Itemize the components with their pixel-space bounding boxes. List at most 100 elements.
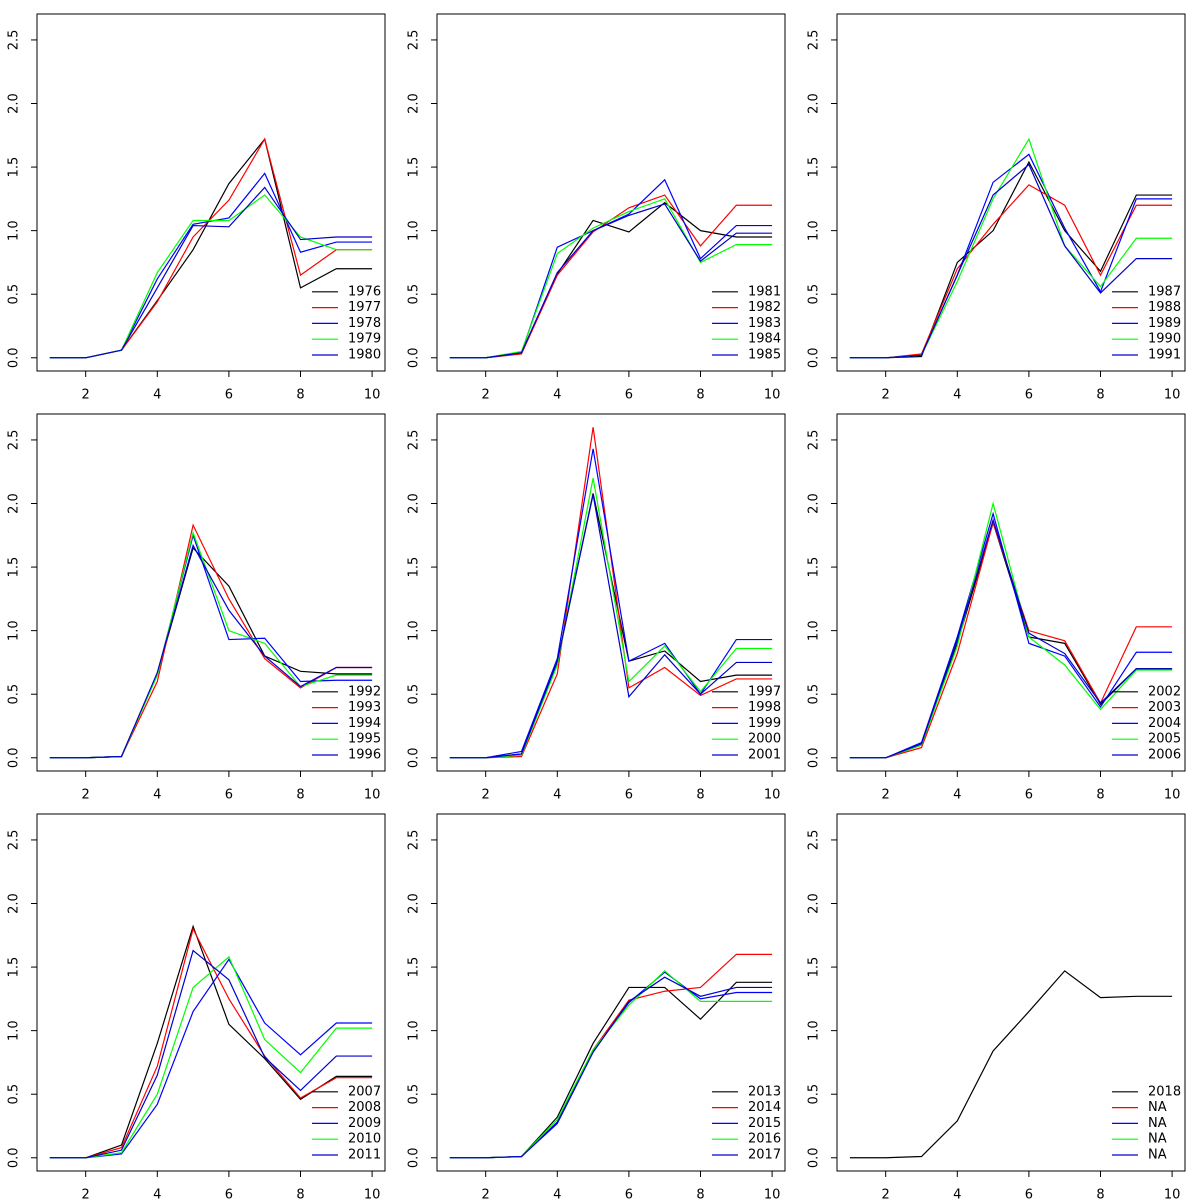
x-tick-label: 6 — [625, 1188, 633, 1200]
x-tick-label: 6 — [225, 788, 233, 803]
y-tick-label: 2.5 — [407, 430, 422, 451]
plot-frame — [436, 13, 786, 372]
y-tick-label: 2.0 — [407, 893, 422, 914]
y-tick-label: 2.5 — [807, 830, 822, 851]
legend-label: 2018 — [1148, 1084, 1181, 1099]
y-tick-label: 2.0 — [7, 893, 22, 914]
legend-label: 1983 — [748, 316, 781, 331]
y-tick-label: 2.0 — [807, 493, 822, 514]
legend-label: 2013 — [748, 1084, 781, 1099]
x-tick-label: 10 — [1164, 388, 1181, 403]
series-line — [849, 520, 1173, 759]
x-tick-label: 4 — [953, 388, 961, 403]
series-line — [49, 958, 373, 1159]
y-tick-label: 2.0 — [407, 493, 422, 514]
series-line — [849, 163, 1173, 359]
x-tick-label: 2 — [482, 1188, 490, 1200]
series-line — [49, 949, 373, 1159]
series-line — [449, 203, 773, 359]
legend-label: 1988 — [1148, 300, 1181, 315]
series-line — [49, 533, 373, 759]
y-tick-label: 0.5 — [7, 684, 22, 705]
x-tick-label: 4 — [153, 788, 161, 803]
x-tick-label: 6 — [1025, 388, 1033, 403]
series-line — [449, 494, 773, 759]
x-tick-label: 4 — [553, 788, 561, 803]
series-line — [849, 970, 1173, 1159]
x-tick-label: 10 — [364, 388, 381, 403]
legend-label: 1977 — [348, 300, 381, 315]
plot-frame — [36, 413, 386, 772]
series-line — [849, 520, 1173, 759]
y-tick-label: 1.0 — [407, 620, 422, 641]
legend-label: 2008 — [348, 1100, 381, 1115]
legend-label: 2017 — [748, 1148, 781, 1163]
series-line — [449, 201, 773, 359]
y-tick-label: 1.0 — [7, 220, 22, 241]
y-tick-label: 0.0 — [7, 347, 22, 368]
x-tick-label: 2 — [882, 388, 890, 403]
legend-label: 2014 — [748, 1100, 781, 1115]
legend-label: 1984 — [748, 332, 781, 347]
series-line — [449, 976, 773, 1159]
x-tick-label: 8 — [1096, 788, 1104, 803]
legend-label: 1978 — [348, 316, 381, 331]
y-tick-label: 0.5 — [407, 284, 422, 305]
y-tick-label: 0.5 — [7, 1084, 22, 1105]
legend-label: 1992 — [348, 684, 381, 699]
panel: 2 4 6 8 10 0.0 0.5 1.0 1.5 2.0 2.5 2002200320042005… — [807, 413, 1186, 803]
series-line — [449, 981, 773, 1159]
x-tick-label: 2 — [82, 1188, 90, 1200]
y-tick-label: 0.0 — [7, 747, 22, 768]
x-tick-label: 4 — [153, 388, 161, 403]
series-line — [49, 137, 373, 359]
y-tick-label: 2.0 — [807, 893, 822, 914]
series-line — [849, 517, 1173, 759]
y-tick-label: 2.0 — [807, 93, 822, 114]
y-tick-label: 1.5 — [407, 557, 422, 578]
panel: 2 4 6 8 10 0.0 0.5 1.0 1.5 2.0 2.5 2007200820092010… — [7, 813, 386, 1200]
x-tick-label: 4 — [553, 1188, 561, 1200]
legend-label: 2011 — [348, 1148, 381, 1163]
x-tick-label: 6 — [225, 1188, 233, 1200]
legend-label: 1980 — [348, 348, 381, 363]
x-tick-label: 6 — [625, 788, 633, 803]
legend-label: 1982 — [748, 300, 781, 315]
y-tick-label: 2.5 — [7, 30, 22, 51]
legend-label: 1994 — [348, 716, 381, 731]
plot-frame — [836, 13, 1186, 372]
y-tick-label: 0.0 — [807, 747, 822, 768]
legend-label: 1998 — [748, 700, 781, 715]
series-line — [849, 160, 1173, 359]
y-tick-label: 1.5 — [807, 957, 822, 978]
series-line — [49, 137, 373, 359]
legend-label: 2006 — [1148, 748, 1181, 763]
legend-label: 1991 — [1148, 348, 1181, 363]
legend-label: 2015 — [748, 1116, 781, 1131]
y-tick-label: 0.5 — [407, 1084, 422, 1105]
y-tick-label: 1.5 — [7, 157, 22, 178]
x-tick-label: 10 — [1164, 1188, 1181, 1200]
x-tick-label: 2 — [882, 788, 890, 803]
y-tick-label: 2.5 — [807, 30, 822, 51]
plot-frame — [436, 813, 786, 1172]
legend-label: 1985 — [748, 348, 781, 363]
series-line — [449, 477, 773, 759]
legend-label: NA — [1148, 1132, 1167, 1147]
x-tick-label: 8 — [696, 388, 704, 403]
y-tick-label: 1.0 — [807, 1020, 822, 1041]
x-tick-label: 6 — [225, 388, 233, 403]
legend-label: 1981 — [748, 284, 781, 299]
y-tick-label: 1.0 — [807, 620, 822, 641]
series-line — [849, 137, 1173, 359]
panel: 2 4 6 8 10 0.0 0.5 1.0 1.5 2.0 2.5 1981198219831984… — [407, 13, 786, 403]
y-tick-label: 1.0 — [7, 620, 22, 641]
series-line — [49, 927, 373, 1159]
x-tick-label: 2 — [482, 788, 490, 803]
y-tick-label: 1.5 — [407, 157, 422, 178]
panel: 2 4 6 8 10 0.0 0.5 1.0 1.5 2.0 2.5 1997199819992000… — [407, 413, 786, 803]
x-tick-label: 8 — [1096, 1188, 1104, 1200]
legend-label: 2010 — [348, 1132, 381, 1147]
legend-label: 1993 — [348, 700, 381, 715]
